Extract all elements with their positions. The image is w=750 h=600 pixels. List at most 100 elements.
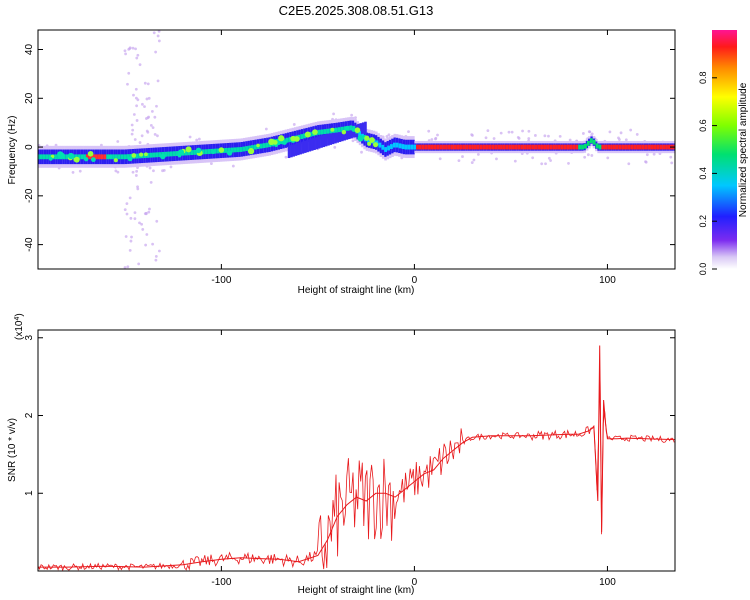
spec-ridge-core [505,144,509,150]
spec-ridge-core [83,154,86,160]
spec-secondary-branch [350,126,353,139]
spec-noise-point [141,228,145,231]
spec-noise-point [138,63,142,67]
spec-secondary-branch [329,132,333,145]
spec-ridge-core [42,154,46,160]
spec-ridge-core [421,144,425,150]
spec-noise-point [486,129,490,133]
spec-ridge-core [531,144,535,150]
spec-ridge-core [445,144,448,150]
spec-secondary-branch [313,137,316,150]
spec-ridge-core [48,154,52,160]
spec-noise-point [161,169,164,173]
spec-noise-point [645,153,649,157]
spec-noise-point [151,126,155,130]
spec-ridge-core [395,142,399,148]
spec-ridge-core [476,144,480,150]
spec-ridge-core [207,149,211,154]
spec-noise-point [195,138,199,142]
spec-secondary-branch [292,144,295,157]
spec-ridge-blob [73,157,79,163]
spec-ridge-core [552,144,555,150]
spec-ridge-core [407,144,411,150]
spec-x-tick-label: 0 [412,275,418,286]
spec-noise-point [549,159,552,162]
spec-noise-point [544,162,547,166]
spec-ridge-blob [268,138,275,146]
spec-ridge-core [392,142,396,148]
spec-ridge-core [514,144,518,150]
spec-ridge-core [80,154,84,160]
spec-ridge-core [135,153,139,159]
spec-noise-point [534,134,537,137]
spec-ridge-core [543,144,547,150]
spec-ridge-core [303,133,306,139]
spec-ridge-core [610,144,613,150]
spec-ridge-blob [48,157,53,161]
spec-ridge-core [474,144,477,150]
spec-noise-point [470,161,474,164]
spec-noise-point [130,235,133,239]
spec-noise-point [472,158,476,162]
spec-noise-point [128,248,132,252]
spec-ridge-blob [185,146,192,153]
spec-ridge-core [665,144,668,150]
spec-x-tick-label: -100 [211,275,231,286]
spec-noise-point [495,157,498,161]
spec-ridge-core [164,151,167,157]
spec-ridge-core [358,131,361,137]
spec-ridge-core [456,144,460,150]
spec-noise-point [131,128,135,132]
spec-ridge-core [534,144,538,150]
spec-noise-point [492,137,496,140]
spec-noise-point [123,49,127,53]
spec-ridge-core [285,137,289,143]
spec-secondary-branch [315,137,319,150]
spec-noise-point [350,113,354,117]
spec-ridge-core [511,144,515,150]
spec-noise-point [652,152,656,156]
spec-noise-point [138,141,142,144]
spec-ridge-core [112,154,115,160]
colorbar-tick-label: 0.4 [698,167,708,180]
spec-ridge-core [526,144,529,150]
spec-ridge-core [378,142,382,148]
spec-secondary-branch [336,130,339,143]
spec-ridge-blob [50,154,55,159]
spec-noise-point [531,156,535,160]
snr-y-axis-label: SNR (10 * v/v) [7,418,18,482]
spec-noise-point [387,133,391,137]
spec-ridge-core [114,154,118,160]
spec-noise-point [484,136,488,140]
spec-noise-point [476,152,480,156]
spec-noise-point [333,145,337,149]
colorbar-tick-label: 0.6 [698,119,708,132]
spec-ridge-core [517,144,521,150]
spec-noise-point [125,202,129,206]
spec-noise-point [129,239,133,243]
spec-ridge-core [38,154,40,160]
spec-noise-point [136,185,139,189]
spec-ridge-core [416,144,419,150]
spec-noise-point [156,34,160,38]
spec-ridge-core [659,144,663,150]
spec-ridge-core [326,128,330,134]
spec-y-tick-label: 40 [24,44,35,56]
spec-noise-point [134,174,138,177]
spec-ridge-core [508,144,512,150]
spec-noise-point [141,102,144,106]
spec-ridge-core [615,144,619,150]
snr-x-axis-label: Height of straight line (km) [298,585,415,596]
spec-noise-point [430,138,434,141]
spec-ridge-core [500,144,503,150]
spec-noise-point [669,155,673,159]
spec-secondary-branch [290,145,293,158]
spec-noise-point [143,212,147,216]
spec-ridge-core [656,144,660,150]
spectrogram-y-ticks: -40 -20 0 20 40 [24,44,675,252]
spec-noise-point [586,153,590,157]
spec-noise-point [513,159,517,163]
spec-ridge-blob [108,154,113,159]
spec-noise-point [624,138,628,142]
spec-secondary-branch [320,135,323,148]
